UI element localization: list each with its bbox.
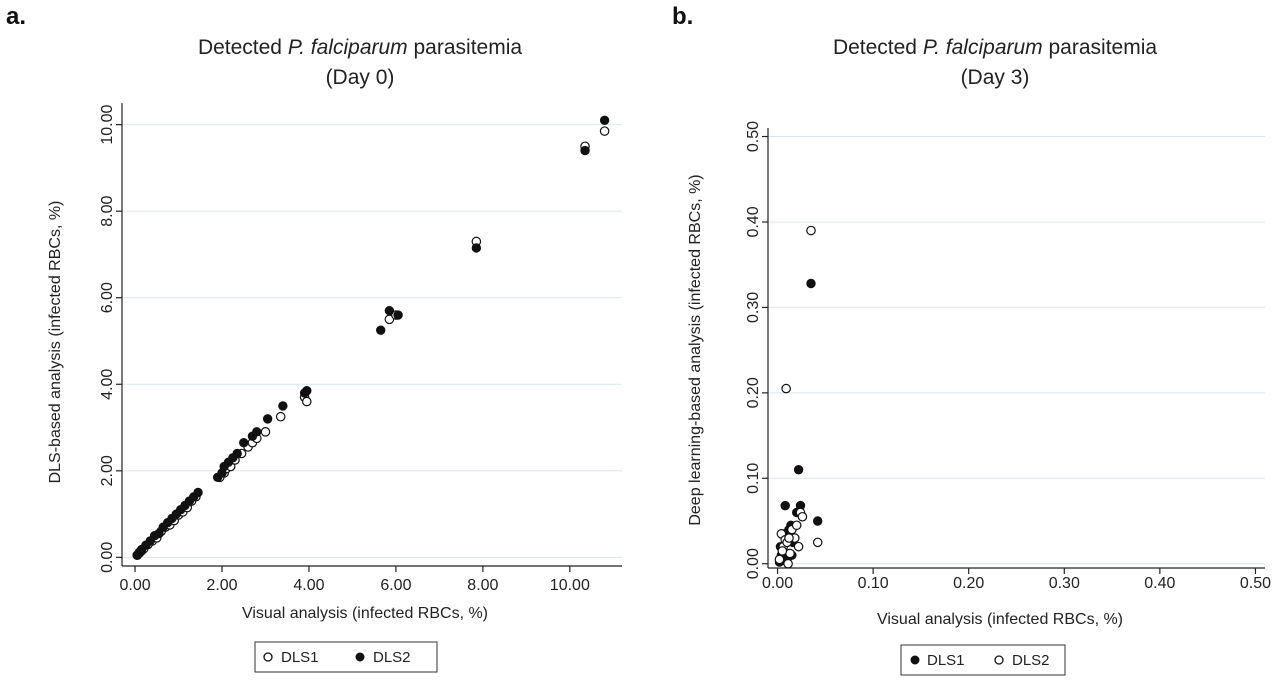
- panel-a-point-dls2: [302, 386, 312, 396]
- panel-a-plot: 0.00 2.00 4.00 6.00 8.00 10.00 0.00 2.00 4.00 6.0…: [99, 103, 622, 594]
- panel-b-point-dls2: [806, 225, 816, 236]
- panel-b-title-line1: Detected P. falciparum parasitemia: [833, 36, 1157, 59]
- panel-a-legend-box: [254, 641, 438, 673]
- panel-a-legend-marker-2: [355, 652, 365, 662]
- panel-b-point-dls2: [791, 520, 802, 531]
- panel-b-point-dls1: [793, 465, 804, 475]
- panel-b-y-tick-label: 0.30: [745, 292, 762, 323]
- panel-b-y-tick-label: 0.50: [745, 121, 762, 152]
- panel-a-point-dls2: [384, 306, 395, 316]
- panel-b-legend-marker-1: [910, 655, 920, 665]
- panel-a-label: a.: [6, 3, 26, 30]
- panel-b-x-tick-label: 0.10: [858, 575, 889, 592]
- panel-b-point-dls2: [812, 537, 823, 548]
- panel-b-x-tick-label: 0.00: [762, 575, 793, 592]
- panel-b-point-dls2: [777, 546, 788, 556]
- panel-b-point-dls2: [774, 554, 785, 565]
- panel-a-point-dls2: [471, 243, 482, 253]
- panel-a-legend-label-1: DLS1: [281, 649, 319, 666]
- panel-a-y-tick-label: 2.00: [99, 455, 116, 486]
- panel-b-y-tick-label: 0.20: [745, 377, 762, 408]
- panel-b-point-dls2: [793, 541, 804, 552]
- panel-b-legend: DLS1 DLS2: [900, 644, 1066, 676]
- panel-b-y-tick-label: 0.10: [745, 463, 762, 494]
- panel-a-point-dls1: [599, 126, 610, 136]
- panel-a: a. Detected P. falciparum parasitemia (D…: [6, 3, 622, 673]
- panel-a-x-tick-label: 4.00: [293, 577, 324, 594]
- panel-b-y-tick-label: 0.00: [745, 548, 762, 579]
- panel-a-x-axis-title: Visual analysis (infected RBCs, %): [242, 605, 488, 622]
- panel-b-legend-marker-2: [994, 655, 1004, 665]
- panel-a-x-tick-label: 6.00: [380, 577, 411, 594]
- panel-b-plot: 0.00 0.10 0.20 0.30 0.40 0.50 0.00 0.10 0.20 0.30…: [745, 121, 1271, 592]
- panel-a-title-line2: (Day 0): [326, 66, 395, 89]
- panel-a-point-dls2: [599, 115, 610, 126]
- panel-a-title-italic: P. falciparum: [288, 36, 408, 59]
- panel-a-point-dls2: [278, 401, 288, 411]
- panel-a-x-tick-label: 10.00: [550, 577, 590, 594]
- panel-a-y-tick-label: 6.00: [99, 282, 116, 313]
- panel-a-title-post: parasitemia: [408, 36, 523, 59]
- panel-b-title-pre: Detected: [833, 36, 923, 59]
- panel-a-legend-label-2: DLS2: [373, 649, 411, 666]
- panel-b-title-italic: P. falciparum: [923, 36, 1043, 59]
- panel-b-legend-label-1: DLS1: [927, 652, 965, 669]
- panel-a-point-dls2: [252, 427, 262, 437]
- panel-b-point-dls2: [784, 533, 794, 543]
- panel-a-x-tick-label: 8.00: [467, 577, 498, 594]
- panel-a-point-dls2: [239, 437, 249, 448]
- panel-b-point-dls2: [797, 511, 808, 522]
- panel-a-point-dls1: [260, 427, 271, 437]
- panel-b-x-tick-label: 0.30: [1049, 575, 1080, 592]
- panel-b-x-tick-label: 0.20: [953, 575, 984, 592]
- panel-a-title-line1: Detected P. falciparum parasitemia: [198, 36, 522, 59]
- panel-b-title-post: parasitemia: [1043, 36, 1158, 59]
- panel-a-y-axis-title: DLS-based analysis (infected RBCs, %): [47, 201, 64, 484]
- panel-a-point-dls1: [275, 411, 286, 422]
- panel-b-point-dls2: [781, 383, 791, 394]
- panel-b-legend-box: [900, 644, 1066, 676]
- panel-a-x-tick-label: 2.00: [206, 577, 237, 594]
- panel-b-point-dls1: [806, 278, 816, 289]
- panel-a-x-tick-label: 0.00: [119, 577, 150, 594]
- panel-b-label: b.: [672, 3, 693, 30]
- panel-b-y-axis-title: Deep learning-based analysis (infected R…: [687, 174, 704, 525]
- panel-b-x-tick-label: 0.40: [1144, 575, 1175, 592]
- panel-a-point-dls2: [232, 448, 242, 459]
- panel-b-title-line2: (Day 3): [961, 66, 1030, 89]
- panel-a-point-dls2: [262, 414, 273, 424]
- panel-a-y-tick-label: 0.00: [99, 542, 116, 573]
- panel-a-y-tick-label: 4.00: [99, 369, 116, 400]
- panel-b-x-axis-title: Visual analysis (infected RBCs, %): [877, 611, 1123, 628]
- panel-b: b. Detected P. falciparum parasitemia (D…: [672, 3, 1271, 676]
- panel-b-point-dls1: [780, 500, 790, 511]
- panel-a-y-tick-label: 8.00: [99, 196, 116, 227]
- panel-b-x-tick-label: 0.50: [1240, 575, 1271, 592]
- panel-a-title-pre: Detected: [198, 36, 288, 59]
- panel-b-point-dls2: [783, 558, 793, 569]
- panel-a-legend-marker-1: [263, 652, 273, 662]
- panel-b-point-dls1: [813, 516, 823, 526]
- panel-a-point-dls2: [393, 310, 403, 320]
- panel-a-point-dls1: [301, 396, 312, 407]
- panel-a-point-dls2: [193, 487, 203, 498]
- panel-a-point-dls2: [154, 528, 164, 539]
- panel-b-legend-label-2: DLS2: [1012, 652, 1050, 669]
- panel-a-y-tick-label: 10.00: [99, 105, 116, 145]
- panel-a-legend: DLS1 DLS2: [254, 641, 438, 673]
- panel-a-point-dls2: [580, 145, 590, 156]
- panel-a-point-dls2: [375, 325, 386, 335]
- panel-b-y-tick-label: 0.40: [745, 206, 762, 237]
